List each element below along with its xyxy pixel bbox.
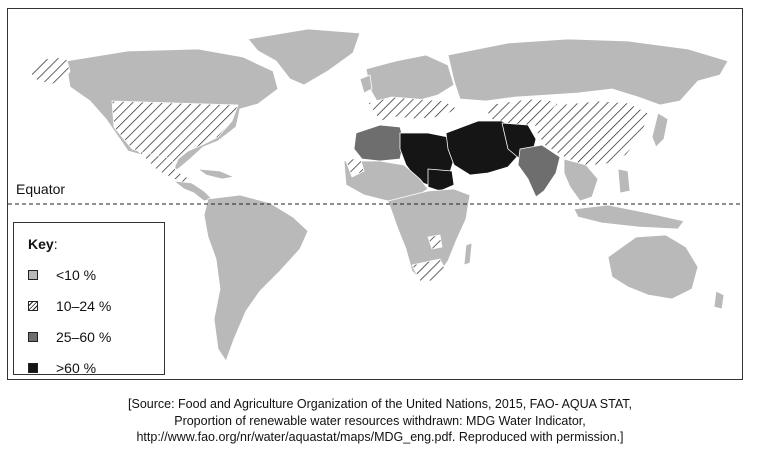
central-america-region [173, 180, 213, 202]
world-map-frame: Equator Key: <10 % 10–24 % 25–60 % >60 % [7, 8, 743, 380]
new-zealand-region [713, 290, 725, 310]
light-grey-swatch [28, 270, 38, 280]
usa-region [111, 100, 239, 170]
key-title-text: Key [28, 236, 54, 252]
indonesia-region [573, 204, 685, 230]
south-africa-region [411, 258, 447, 282]
world-map [8, 28, 742, 362]
india-region [517, 144, 561, 198]
key-title: Key: [28, 236, 58, 252]
hatched-swatch [28, 301, 38, 311]
southern-europe-region [367, 96, 459, 122]
key-item-label: 10–24 % [56, 298, 112, 314]
philippines-region [617, 168, 631, 194]
key-item-light-grey: <10 % [28, 266, 96, 284]
equator-label: Equator [16, 181, 66, 197]
dark-grey-swatch [28, 332, 38, 342]
key-item-black: >60 % [28, 359, 96, 377]
caribbean-region [197, 168, 235, 180]
black-swatch [28, 363, 38, 373]
madagascar-region [463, 242, 473, 266]
key-item-hatched: 10–24 % [28, 297, 111, 315]
southeast-asia-region [563, 158, 599, 202]
mexico-region [137, 150, 191, 186]
source-line-2: Proportion of renewable water resources … [174, 413, 586, 428]
key-item-label: >60 % [56, 360, 97, 376]
british-isles-region [359, 74, 373, 94]
japan-region [651, 112, 669, 148]
key-title-colon: : [53, 236, 58, 252]
northwest-africa-region [353, 124, 405, 162]
source-line-3: http://www.fao.org/nr/water/aquastat/map… [136, 430, 624, 444]
greenland-region [247, 28, 361, 86]
russia-region [447, 38, 729, 106]
central-africa-region [387, 188, 471, 282]
australia-region [607, 234, 699, 300]
south-america-region [203, 194, 309, 362]
source-line-1: [Source: Food and Agriculture Organizati… [128, 397, 632, 411]
zimbabwe-region [427, 234, 443, 250]
source-citation: [Source: Food and Agriculture Organizati… [0, 396, 760, 446]
western-sahara-region [345, 156, 365, 178]
map-key: Key: <10 % 10–24 % 25–60 % >60 % [13, 222, 165, 377]
alaska-region [27, 56, 71, 85]
sudan-region [427, 168, 455, 192]
europe-region [365, 54, 455, 108]
key-item-label: 25–60 % [56, 329, 112, 345]
key-item-label: <10 % [56, 267, 97, 283]
key-item-dark-grey: 25–60 % [28, 328, 111, 346]
china-region [535, 100, 649, 166]
